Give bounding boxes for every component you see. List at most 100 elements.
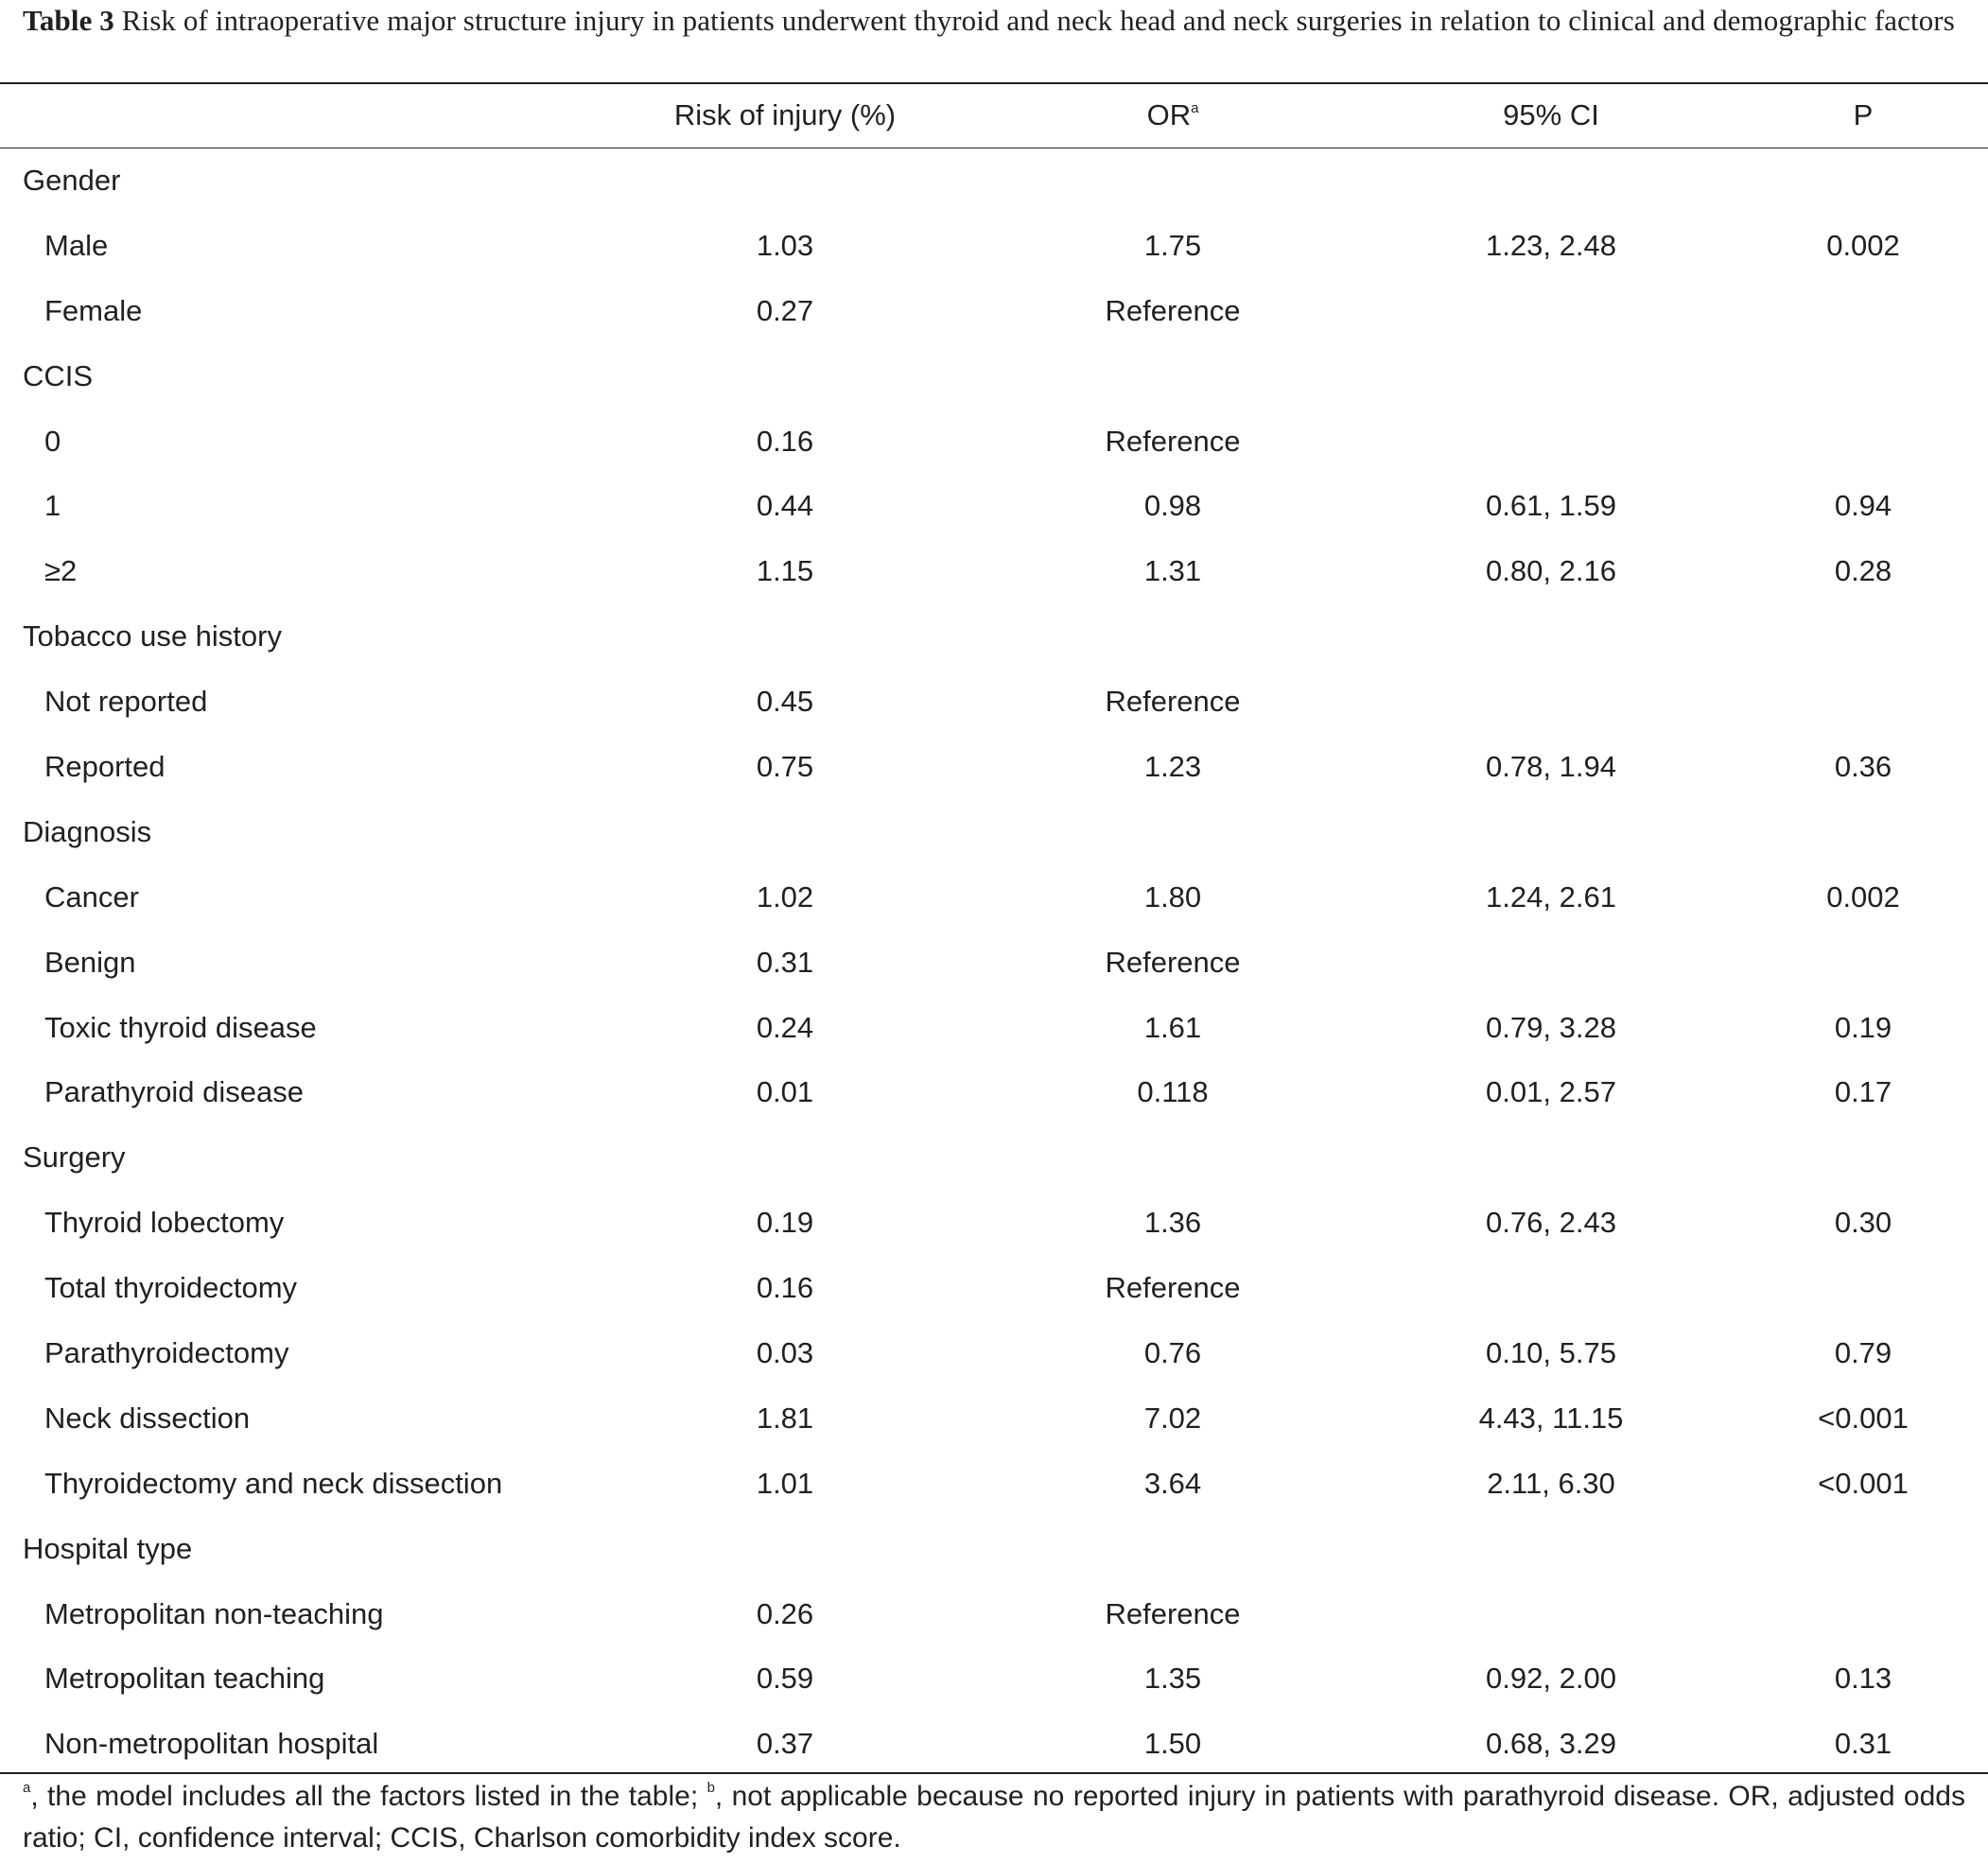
column-header-or-text: OR xyxy=(1146,98,1192,131)
table-row: Parathyroid disease 0.01 0.118 0.01, 2.57 0.… xyxy=(0,1060,1988,1125)
cell-ci: 0.79, 3.28 xyxy=(1486,1010,1616,1044)
group-label: Hospital type xyxy=(23,1531,193,1565)
table-row: Not reported 0.45 Reference xyxy=(0,670,1988,735)
cell-label: Thyroid lobectomy xyxy=(44,1206,285,1240)
table-caption-label: Table 3 xyxy=(23,4,114,37)
cell-or: 1.31 xyxy=(1143,554,1202,588)
cell-risk: 0.37 xyxy=(756,1727,814,1761)
cell-ci: 0.80, 2.16 xyxy=(1486,554,1616,588)
table-row: Thyroidectomy and neck dissection 1.01 3.6… xyxy=(0,1452,1988,1517)
cell-risk: 1.03 xyxy=(756,228,814,262)
cell-or: Reference xyxy=(1105,293,1241,327)
column-header-or: ORa xyxy=(1031,96,1315,134)
cell-ci: 0.01, 2.57 xyxy=(1486,1075,1616,1109)
cell-p: 0.002 xyxy=(1826,228,1900,262)
table-row: Thyroid lobectomy 0.19 1.36 0.76, 2.43 0.30 xyxy=(0,1191,1988,1256)
cell-or: 0.118 xyxy=(1137,1075,1209,1109)
cell-p: 0.13 xyxy=(1834,1662,1892,1696)
cell-label: Thyroidectomy and neck dissection xyxy=(44,1466,503,1500)
table-row: ≥2 1.15 1.31 0.80, 2.16 0.28 xyxy=(0,539,1988,604)
cell-label: Non-metropolitan hospital xyxy=(44,1727,379,1761)
cell-ci: 0.10, 5.75 xyxy=(1486,1336,1616,1370)
cell-risk: 0.24 xyxy=(756,1010,814,1044)
cell-p: 0.31 xyxy=(1834,1727,1892,1761)
cell-risk: 0.45 xyxy=(756,685,814,719)
cell-or: 1.50 xyxy=(1143,1727,1202,1761)
table-header-row: Risk of injury (%) ORa 95% CI P xyxy=(0,83,1988,148)
group-label: CCIS xyxy=(23,358,94,392)
cell-or: Reference xyxy=(1105,945,1241,979)
cell-p: 0.36 xyxy=(1834,750,1892,784)
group-label: Diagnosis xyxy=(23,814,152,848)
cell-ci: 1.23, 2.48 xyxy=(1486,228,1616,262)
cell-p: 0.17 xyxy=(1834,1075,1892,1109)
cell-or: 1.36 xyxy=(1143,1206,1202,1240)
cell-or: 1.80 xyxy=(1143,879,1202,914)
cell-risk: 0.26 xyxy=(756,1596,814,1630)
table-body: Gender Male 1.03 1.75 1.23, 2.48 0.002 Female 0… xyxy=(0,148,1988,1777)
cell-risk: 0.16 xyxy=(756,424,814,458)
footnote-superscript-a: a xyxy=(23,1780,31,1796)
table-caption-text: Risk of intraoperative major structure i… xyxy=(121,4,1955,37)
cell-ci: 0.68, 3.29 xyxy=(1486,1727,1616,1761)
cell-or: 0.76 xyxy=(1143,1336,1202,1370)
group-label: Gender xyxy=(23,164,121,197)
group-label: Tobacco use history xyxy=(23,619,282,653)
cell-ci: 4.43, 11.15 xyxy=(1478,1401,1624,1435)
table-row: Male 1.03 1.75 1.23, 2.48 0.002 xyxy=(0,214,1988,279)
cell-label: Cancer xyxy=(44,879,139,914)
cell-label: Male xyxy=(44,228,109,262)
column-header-risk: Risk of injury (%) xyxy=(673,98,897,131)
cell-risk: 1.81 xyxy=(756,1401,814,1435)
footnote-text-b: , not applicable because no reported inj… xyxy=(23,1781,1965,1854)
cell-or: 3.64 xyxy=(1143,1466,1202,1500)
cell-p: <0.001 xyxy=(1818,1401,1909,1435)
table-row: Toxic thyroid disease 0.24 1.61 0.79, 3.28 0… xyxy=(0,996,1988,1061)
cell-risk: 0.75 xyxy=(756,750,814,784)
table-row: Reported 0.75 1.23 0.78, 1.94 0.36 xyxy=(0,735,1988,800)
cell-or: 0.98 xyxy=(1143,489,1202,523)
cell-p: 0.19 xyxy=(1834,1010,1892,1044)
cell-risk: 1.15 xyxy=(756,554,814,588)
cell-or: 1.61 xyxy=(1143,1010,1202,1044)
cell-label: Toxic thyroid disease xyxy=(44,1010,317,1044)
cell-risk: 0.59 xyxy=(756,1662,814,1696)
cell-label: Metropolitan teaching xyxy=(44,1662,325,1696)
cell-or: Reference xyxy=(1105,685,1241,719)
table-row: 1 0.44 0.98 0.61, 1.59 0.94 xyxy=(0,474,1988,539)
table-group-row: Gender xyxy=(0,148,1988,214)
cell-label: Total thyroidectomy xyxy=(44,1271,298,1305)
column-header-or-superscript: a xyxy=(1191,100,1199,116)
cell-or: 7.02 xyxy=(1143,1401,1202,1435)
table-row: Metropolitan non-teaching 0.26 Reference xyxy=(0,1582,1988,1647)
table-footnote: a, the model includes all the factors li… xyxy=(23,1776,1965,1859)
cell-risk: 1.01 xyxy=(756,1466,814,1500)
cell-label: Benign xyxy=(44,945,136,979)
table-row: Cancer 1.02 1.80 1.24, 2.61 0.002 xyxy=(0,865,1988,931)
group-label: Surgery xyxy=(23,1140,126,1175)
table-row: Metropolitan teaching 0.59 1.35 0.92, 2.00 0… xyxy=(0,1646,1988,1712)
table-row: Parathyroidectomy 0.03 0.76 0.10, 5.75 0.79 xyxy=(0,1321,1988,1386)
cell-or: 1.35 xyxy=(1143,1662,1202,1696)
table-top-rule xyxy=(0,82,1988,84)
table-row: Benign 0.31 Reference xyxy=(0,931,1988,996)
column-header-p: P xyxy=(1853,98,1874,131)
table-row: 0 0.16 Reference xyxy=(0,409,1988,475)
cell-or: Reference xyxy=(1105,424,1241,458)
table-group-row: Surgery xyxy=(0,1125,1988,1191)
table-row: Total thyroidectomy 0.16 Reference xyxy=(0,1256,1988,1321)
cell-label: Parathyroidectomy xyxy=(44,1336,289,1370)
cell-label: ≥2 xyxy=(44,554,78,588)
footnote-text-a: , the model includes all the factors lis… xyxy=(30,1781,707,1812)
cell-label: Not reported xyxy=(44,685,208,719)
cell-or: 1.23 xyxy=(1143,750,1202,784)
cell-label: Parathyroid disease xyxy=(44,1075,304,1109)
cell-label: Metropolitan non-teaching xyxy=(44,1596,384,1630)
cell-risk: 0.16 xyxy=(756,1271,814,1305)
cell-or: 1.75 xyxy=(1143,228,1202,262)
cell-or: Reference xyxy=(1105,1596,1241,1630)
cell-risk: 0.27 xyxy=(756,293,814,327)
cell-risk: 0.19 xyxy=(756,1206,814,1240)
cell-risk: 0.01 xyxy=(756,1075,814,1109)
